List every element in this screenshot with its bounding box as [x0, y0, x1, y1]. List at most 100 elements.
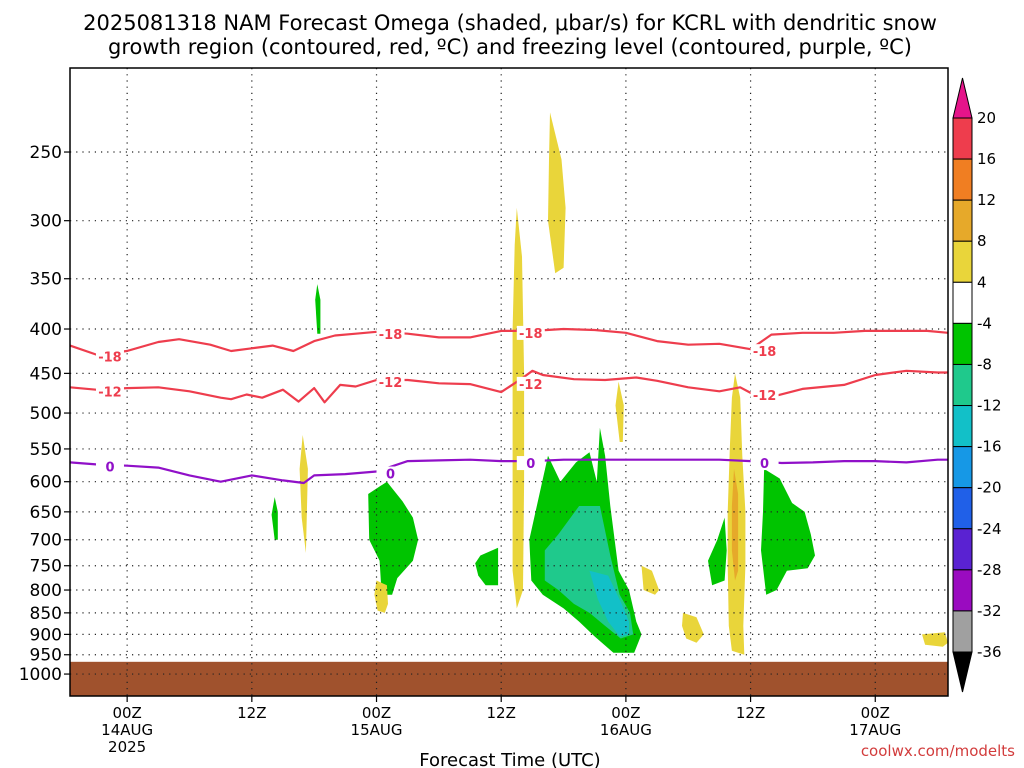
omega-shaded-region: [315, 284, 321, 334]
contour-label: 0: [386, 468, 395, 483]
colorbar-label: -36: [977, 643, 1002, 661]
plot-frame: [69, 67, 949, 697]
contour-label-bg: [376, 466, 405, 481]
colorbar-segment: [952, 158, 973, 201]
colorbar: 20 16 12 8 4 -4 -8 -12 -16 -20 -24 -28 -32 -36: [952, 77, 1002, 693]
y-tick-label: 450: [30, 364, 62, 384]
colorbar-segment: [952, 117, 973, 160]
omega-shaded-region: [374, 580, 388, 613]
x-tick-label: 12Z: [736, 704, 765, 722]
contour-label: -18: [753, 345, 777, 360]
contour-line: [69, 369, 948, 404]
omega-shaded-region: [615, 381, 624, 442]
contour-line: [69, 458, 948, 485]
colorbar-label: -12: [977, 397, 1002, 415]
contour-label-bg: [750, 344, 779, 359]
credit-text: coolwx.com/modelts: [861, 742, 1015, 760]
colorbar-segment: [952, 281, 973, 324]
colorbar-segment: [952, 569, 973, 612]
y-tick-label: 800: [30, 581, 62, 601]
colorbar-label: -32: [977, 602, 1002, 620]
x-tick-date: 14AUG: [101, 721, 153, 739]
contour-label: 0: [760, 457, 769, 472]
omega-shaded-region: [299, 435, 308, 553]
ground-fill: [70, 661, 948, 696]
omega-shaded-region: [271, 497, 278, 540]
omega-shaded-region: [512, 207, 525, 609]
colorbar-label: 8: [977, 232, 987, 250]
omega-shaded-region: [708, 517, 727, 586]
y-tick-label: 300: [30, 212, 62, 232]
colorbar-segment: [952, 199, 973, 242]
omega-shaded-region: [922, 632, 948, 647]
y-tick-label: 900: [30, 625, 62, 645]
x-tick-date: 16AUG: [600, 721, 652, 739]
contour-label-bg: [750, 387, 779, 402]
contour-label-bg: [95, 384, 124, 399]
contour-label-bg: [95, 459, 124, 474]
y-tick-label: 500: [30, 404, 62, 424]
colorbar-segment: [952, 446, 973, 489]
contour-label: 0: [105, 460, 114, 475]
colorbar-top-arrow: [952, 77, 973, 119]
colorbar-label: 12: [977, 191, 996, 209]
colorbar-label: -4: [977, 314, 992, 332]
y-tick-label: 850: [30, 604, 62, 624]
x-tick-label: 12Z: [237, 704, 266, 722]
colorbar-label: -28: [977, 561, 1002, 579]
contour-label-bg: [95, 349, 124, 364]
colorbar-segment: [952, 363, 973, 407]
contour-label: -12: [98, 386, 122, 401]
omega-shaded-region: [475, 547, 499, 586]
colorbar-segment: [952, 405, 973, 448]
colorbar-segment: [952, 240, 973, 283]
title-line-1: 2025081318 NAM Forecast Omega (shaded, μ…: [83, 11, 937, 35]
contour-label-bg: [376, 326, 405, 341]
colorbar-label: -20: [977, 479, 1002, 497]
x-tick-label: 00Z: [362, 704, 391, 722]
omega-shaded-region: [641, 565, 660, 595]
colorbar-segment: [952, 487, 973, 530]
colorbar-label: -24: [977, 520, 1002, 538]
y-axis-ticks: 2503003504004505005506006507007508008509…: [19, 143, 70, 685]
y-tick-label: 700: [30, 531, 62, 551]
y-tick-label: 350: [30, 270, 62, 290]
x-tick-label: 00Z: [611, 704, 640, 722]
x-tick-year: 2025: [108, 738, 146, 756]
y-tick-label: 600: [30, 473, 62, 493]
title-line-2: growth region (contoured, red, ºC) and f…: [108, 35, 912, 59]
colorbar-segment: [952, 528, 973, 571]
x-tick-date: 15AUG: [351, 721, 403, 739]
y-tick-label: 750: [30, 557, 62, 577]
plot-area: -18 -18 -18 -18 -12 -12 -12 -12 0 0 0 0: [69, 67, 949, 697]
y-tick-label: 950: [30, 646, 62, 666]
contour-label: -18: [379, 328, 403, 343]
contour-label: -12: [379, 376, 403, 391]
x-tick-date: 17AUG: [849, 721, 901, 739]
contour-label: 0: [526, 457, 535, 472]
contour-label-bg: [516, 456, 545, 471]
contour-label-bg: [516, 325, 545, 340]
omega-shaded-region: [548, 112, 566, 274]
colorbar-label: 16: [977, 150, 996, 168]
y-tick-label: 1000: [19, 665, 62, 685]
colorbar-segment: [952, 322, 973, 365]
omega-shaded-region: [589, 570, 629, 637]
colorbar-segment: [952, 610, 973, 653]
contour-line: [69, 327, 949, 356]
contour-label: -18: [519, 327, 543, 342]
contour-label-bg: [376, 375, 405, 390]
y-tick-label: 550: [30, 440, 62, 460]
colorbar-label: -16: [977, 438, 1002, 456]
chart-title: 2025081318 NAM Forecast Omega (shaded, μ…: [83, 11, 937, 59]
colorbar-label: 4: [977, 273, 987, 291]
contour-label: -12: [753, 389, 777, 404]
colorbar-label: -8: [977, 355, 992, 373]
omega-shaded-region: [731, 468, 739, 581]
x-tick-label: 00Z: [112, 704, 141, 722]
contour-label: -18: [98, 350, 122, 365]
omega-shaded-region: [682, 612, 704, 643]
y-tick-label: 250: [30, 143, 62, 163]
colorbar-label: 20: [977, 109, 996, 127]
